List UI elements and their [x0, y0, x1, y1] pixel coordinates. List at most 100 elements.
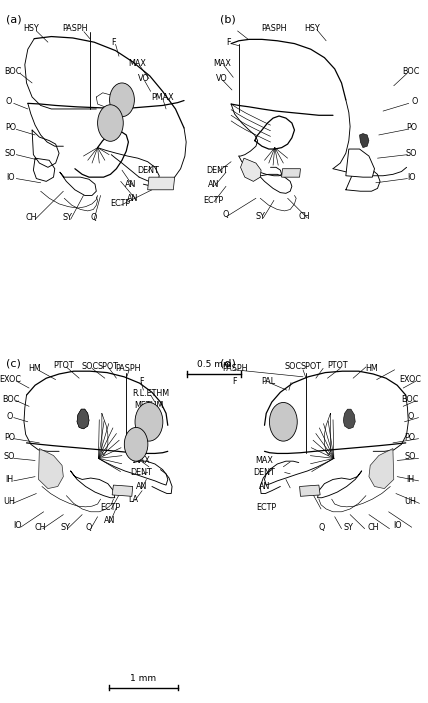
Text: PO: PO	[404, 433, 416, 441]
Text: HM: HM	[365, 364, 378, 373]
Polygon shape	[343, 409, 355, 429]
Polygon shape	[369, 449, 394, 489]
Text: SPOT: SPOT	[97, 363, 119, 371]
Text: IO: IO	[407, 173, 416, 181]
Text: SO: SO	[404, 453, 416, 461]
Text: ECTP: ECTP	[110, 200, 130, 208]
Polygon shape	[360, 134, 369, 148]
Text: O: O	[6, 412, 12, 420]
Text: CH: CH	[25, 214, 36, 222]
Text: F: F	[111, 38, 116, 46]
Text: SO: SO	[406, 149, 417, 157]
Text: IO: IO	[6, 173, 15, 181]
Text: HM: HM	[28, 364, 41, 373]
Text: CH: CH	[368, 523, 379, 531]
Text: (d): (d)	[220, 359, 236, 368]
Polygon shape	[39, 449, 63, 489]
Text: Q: Q	[90, 214, 96, 222]
Polygon shape	[241, 158, 261, 181]
Text: IH: IH	[6, 475, 13, 484]
Text: LA: LA	[128, 495, 139, 503]
Text: IO: IO	[13, 522, 21, 530]
Text: ECTP: ECTP	[100, 503, 121, 512]
Text: MAX: MAX	[256, 456, 273, 465]
Polygon shape	[112, 485, 133, 496]
Text: F: F	[232, 377, 237, 385]
Text: MAX: MAX	[214, 59, 232, 67]
Polygon shape	[300, 485, 320, 496]
Text: IO: IO	[394, 522, 402, 530]
Ellipse shape	[270, 402, 297, 441]
Text: F: F	[139, 377, 143, 385]
Text: PO: PO	[406, 124, 417, 132]
Polygon shape	[346, 149, 374, 177]
Text: VO: VO	[137, 75, 149, 83]
Text: PASPH: PASPH	[222, 364, 247, 373]
Text: UH: UH	[3, 498, 15, 506]
Text: O: O	[411, 98, 417, 106]
Text: R.L.ETHM: R.L.ETHM	[132, 389, 169, 398]
Text: DENT: DENT	[254, 468, 275, 477]
Text: BOC: BOC	[401, 395, 419, 404]
Text: SY: SY	[255, 212, 265, 221]
Ellipse shape	[125, 427, 148, 461]
Text: MAX: MAX	[128, 59, 146, 67]
Text: (c): (c)	[6, 359, 21, 368]
Text: DENT: DENT	[131, 468, 152, 477]
Text: AN: AN	[208, 180, 220, 188]
Text: Q: Q	[319, 523, 325, 531]
Text: DENT: DENT	[207, 166, 228, 174]
Text: EXOC: EXOC	[0, 375, 22, 384]
Text: F: F	[227, 38, 231, 46]
Text: 1 mm: 1 mm	[130, 673, 157, 683]
Text: VO: VO	[216, 75, 228, 83]
Text: BOC: BOC	[2, 395, 19, 404]
Text: SOC: SOC	[285, 363, 302, 371]
Text: AN: AN	[136, 482, 147, 491]
Text: PTOT: PTOT	[53, 361, 74, 370]
Text: SY: SY	[62, 214, 73, 222]
Text: PASPH: PASPH	[62, 24, 88, 32]
Text: METHM: METHM	[134, 401, 163, 410]
Ellipse shape	[98, 105, 123, 141]
Text: Q: Q	[86, 523, 92, 531]
Text: ECTP: ECTP	[256, 503, 276, 512]
Text: SO: SO	[4, 453, 15, 461]
Ellipse shape	[135, 402, 163, 441]
Text: O: O	[6, 98, 12, 106]
Polygon shape	[148, 177, 175, 190]
Text: PMAX: PMAX	[137, 413, 159, 422]
Text: AN: AN	[127, 194, 138, 202]
Text: PO: PO	[5, 124, 16, 132]
Text: MAX: MAX	[132, 456, 150, 465]
Text: ECTP: ECTP	[203, 196, 223, 205]
Text: SY: SY	[344, 523, 354, 531]
Text: PASPH: PASPH	[116, 364, 141, 373]
Text: (b): (b)	[220, 14, 236, 24]
Text: AN: AN	[259, 482, 270, 491]
Text: HSY: HSY	[23, 24, 39, 32]
Polygon shape	[77, 409, 89, 429]
Ellipse shape	[110, 83, 134, 117]
Text: PTOT: PTOT	[327, 361, 348, 370]
Text: O: O	[408, 412, 414, 420]
Polygon shape	[282, 169, 300, 177]
Text: PO: PO	[4, 433, 15, 441]
Text: CH: CH	[299, 212, 310, 221]
Text: PASPH: PASPH	[261, 24, 287, 32]
Text: SOC: SOC	[81, 363, 98, 371]
Text: BOC: BOC	[4, 67, 21, 76]
Text: EXOC: EXOC	[399, 375, 421, 384]
Text: SO: SO	[5, 149, 16, 157]
Text: HSY: HSY	[305, 24, 320, 32]
Text: CH: CH	[35, 523, 46, 531]
Text: Q: Q	[223, 210, 229, 219]
Text: PMAX: PMAX	[152, 93, 174, 101]
Text: BOC: BOC	[402, 67, 419, 76]
Text: 0.5 mm: 0.5 mm	[196, 360, 232, 369]
Text: AN: AN	[125, 180, 136, 188]
Text: SPOT: SPOT	[300, 363, 321, 371]
Text: PAL: PAL	[262, 377, 276, 385]
Text: DENT: DENT	[137, 166, 158, 174]
Text: (a): (a)	[6, 14, 22, 24]
